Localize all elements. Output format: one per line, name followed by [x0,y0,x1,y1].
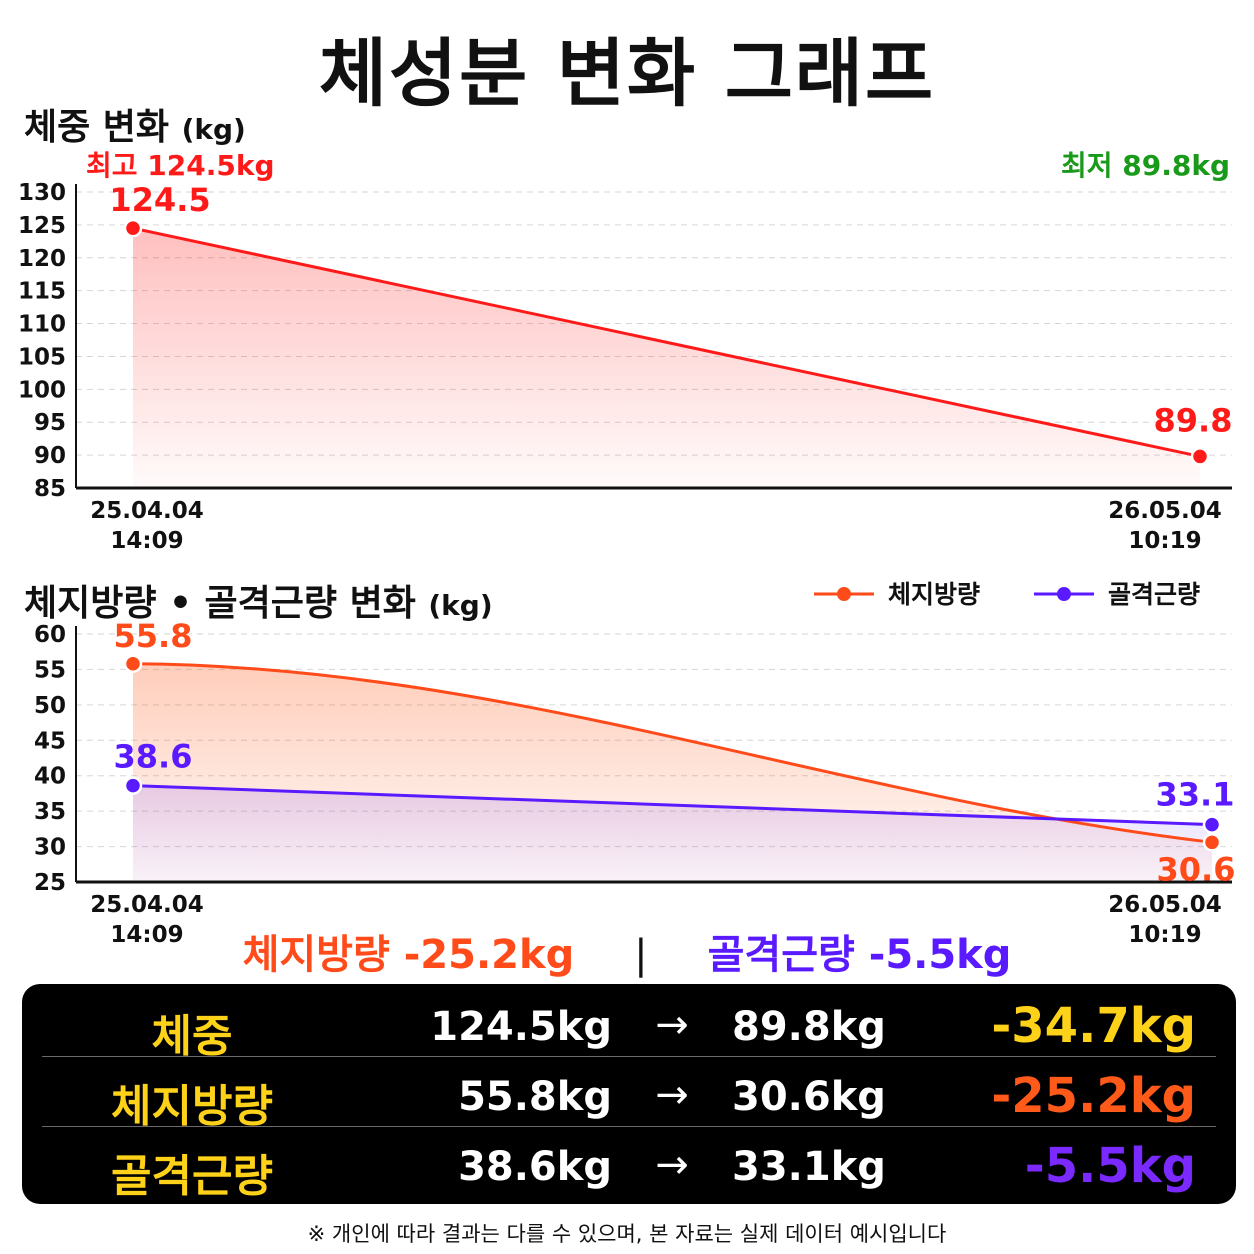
legend-item: 체지방량 [814,580,980,609]
legend-label: 체지방량 [888,580,980,609]
table-from-value: 124.5kg [430,1004,612,1050]
series-area [133,228,1200,486]
arrow-icon: → [655,1142,689,1188]
series-area [133,785,1212,880]
table-diff-value: -5.5kg [1024,1138,1196,1194]
change-summary: 체지방량 -25.2kg | 골격근량 -5.5kg [0,922,1254,980]
legend-item: 골격근량 [1034,580,1200,609]
table-row-muscle: 골격근량 38.6kg → 33.1kg -5.5kg [42,1132,1216,1202]
y-tick-label: 30 [34,835,66,861]
table-label: 체중 [151,1011,233,1062]
x-tick-label: 25.04.04 14:09 [90,892,204,948]
chart1-max-label: 최고 124.5kg [86,149,275,182]
table-to-value: 89.8kg [732,1004,886,1050]
legend-marker [1057,587,1071,601]
table-divider [42,1126,1216,1127]
data-label: 124.5 [109,181,210,219]
data-point [1202,833,1222,852]
table-from-value: 55.8kg [458,1074,612,1120]
table-row-weight: 체중 124.5kg → 89.8kg -34.7kg [42,992,1216,1062]
y-tick-label: 50 [34,693,66,719]
data-point [123,218,143,238]
series-line [132,784,1213,827]
fat-change-summary: 체지방량 -25.2kg [242,932,575,978]
data-label: 33.1 [1156,776,1235,814]
arrow-icon: → [655,1072,689,1118]
table-to-value: 33.1kg [732,1144,886,1190]
data-point [123,776,143,795]
y-tick-label: 90 [34,443,66,469]
chart1-title-text: 체중 변화 [24,107,170,148]
data-label: 30.6 [1157,850,1236,888]
data-point [1202,815,1222,834]
y-tick-label: 110 [18,312,66,338]
data-point [1190,447,1210,466]
page-title: 체성분 변화 그래프 [318,31,936,117]
y-tick-label: 35 [34,799,66,825]
y-tick-label: 105 [18,344,66,370]
weight-chart: 85 90 95 100 105 110 115 120 125 130 25.04.04 14:09… [18,180,1232,554]
chart1-min-label: 최저 89.8kg [1060,149,1230,182]
y-tick-label: 40 [34,764,66,790]
y-tick-label: 100 [18,377,66,403]
data-label: 89.8 [1154,401,1233,439]
series-line [132,226,1201,458]
data-label: 38.6 [114,738,193,776]
arrow-icon: → [655,1002,689,1048]
table-diff-value: -25.2kg [991,1068,1196,1124]
x-tick-label: 25.04.04 14:09 [90,498,204,554]
fat-muscle-chart: 25 30 35 40 45 50 55 60 25.04.04 14:09 26.05.04 10:… [34,580,1235,948]
legend-label: 골격근량 [1108,580,1200,609]
y-tick-label: 115 [18,279,66,305]
data-point [123,654,143,674]
y-tick-label: 130 [18,180,66,206]
chart2-unit: (kg) [428,589,493,622]
summary-separator: | [634,932,648,978]
y-tick-label: 125 [18,213,66,239]
result-table: 체중 124.5kg → 89.8kg -34.7kg 체지방량 55.8kg … [22,984,1236,1204]
table-divider [42,1056,1216,1057]
y-tick-label: 95 [34,410,66,436]
chart1-title: 체중 변화 (kg) [24,98,246,150]
y-tick-label: 60 [34,622,66,648]
table-label: 체지방량 [111,1081,273,1132]
table-row-fat: 체지방량 55.8kg → 30.6kg -25.2kg [42,1062,1216,1132]
table-to-value: 30.6kg [732,1074,886,1120]
chart2-title-text: 체지방량 • 골격근량 변화 [24,583,416,624]
table-diff-value: -34.7kg [991,998,1196,1054]
legend-marker [837,587,851,601]
y-tick-label: 85 [34,476,66,502]
muscle-change-summary: 골격근량 -5.5kg [707,932,1012,978]
y-tick-label: 45 [34,728,66,754]
y-tick-label: 25 [34,870,66,896]
table-from-value: 38.6kg [458,1144,612,1190]
chart2-title: 체지방량 • 골격근량 변화 (kg) [24,574,493,626]
x-tick-label: 26.05.04 10:19 [1108,498,1222,554]
footnote: ※ 개인에 따라 결과는 다를 수 있으며, 본 자료는 실제 데이터 예시입니… [307,1222,947,1246]
table-label: 골격근량 [111,1151,273,1202]
y-tick-label: 120 [18,246,66,272]
y-tick-label: 55 [34,657,66,683]
chart1-unit: (kg) [181,113,246,146]
data-label: 55.8 [114,617,193,655]
x-tick-label: 26.05.04 10:19 [1108,892,1222,948]
